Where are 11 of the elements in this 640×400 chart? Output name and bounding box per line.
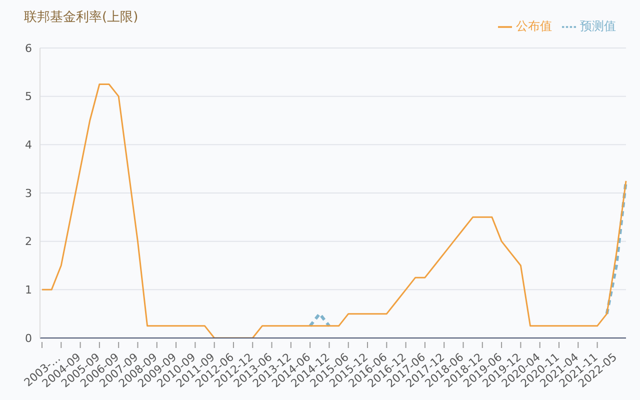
y-tick-label: 0 — [25, 332, 32, 345]
line-series — [41, 84, 627, 338]
legend-label: 预测值 — [580, 19, 616, 33]
legend-label: 公布值 — [516, 19, 552, 33]
y-tick-label: 2 — [25, 235, 32, 248]
y-tick-label: 5 — [25, 90, 32, 104]
y-tick-label: 3 — [25, 186, 32, 200]
y-tick-label: 1 — [25, 284, 32, 297]
y-tick-label: 6 — [25, 42, 32, 55]
chart-title: 联邦基金利率(上限) — [24, 9, 138, 26]
y-tick-label: 4 — [25, 138, 32, 152]
